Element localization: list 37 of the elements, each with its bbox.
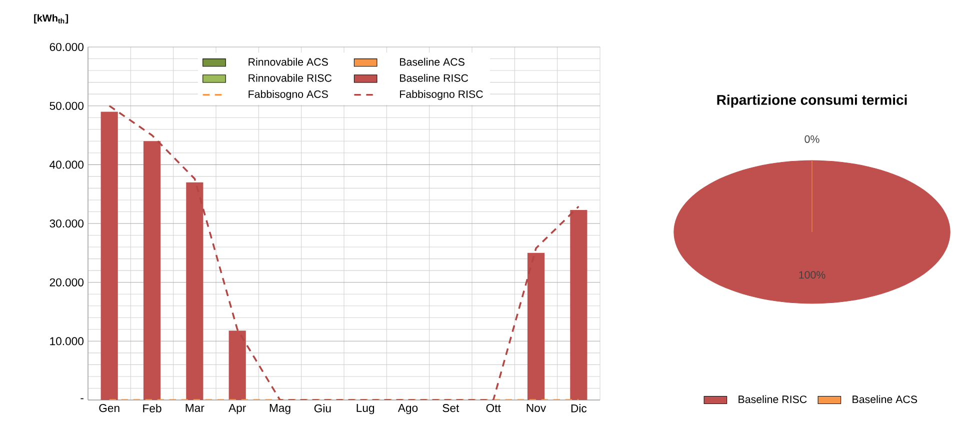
x-tick-label: Gen <box>99 404 120 412</box>
y-tick-label: 60.000 <box>50 43 84 52</box>
x-tick-label: Set <box>442 404 460 412</box>
bar <box>100 112 118 400</box>
y-tick-label: 30.000 <box>50 220 84 228</box>
legend-label: Baseline ACS <box>852 395 918 404</box>
legend-label: Fabbisogno RISC <box>400 90 483 100</box>
x-tick-label: Feb <box>143 404 162 412</box>
x-tick-label: Ott <box>486 404 501 412</box>
legend-label: Rinnovabile RISC <box>248 74 332 82</box>
x-tick-label: Nov <box>526 404 546 412</box>
bar <box>143 141 161 400</box>
bar <box>570 210 588 400</box>
bar <box>527 252 545 400</box>
text: 0% <box>804 135 820 143</box>
y-tick-label: 50.000 <box>50 102 84 110</box>
legend-label: Fabbisogno ACS <box>248 90 328 100</box>
y-tick-label: 10.000 <box>50 337 84 346</box>
legend-label: Rinnovabile ACS <box>248 58 328 66</box>
x-tick-label: Mar <box>186 404 204 412</box>
bar <box>186 182 204 400</box>
bar <box>228 330 246 400</box>
y-tick-label: 40.000 <box>50 160 84 169</box>
legend-label: Baseline ACS <box>400 58 464 66</box>
y-axis-title: [kWh$_{th}$] <box>34 14 68 24</box>
y-tick-label: 20.000 <box>50 278 84 286</box>
x-tick-label: Giu <box>314 404 331 412</box>
x-tick-label: Lug <box>356 404 374 414</box>
x-tick-label: Mag <box>270 404 290 414</box>
legend-label: Baseline RISC <box>400 74 468 82</box>
legend-label: Baseline RISC <box>738 395 807 404</box>
x-tick-label: Apr <box>228 404 246 414</box>
x-tick-label: Dic <box>571 404 587 412</box>
chart-title: Ripartizione consumi termici <box>717 94 907 108</box>
data-label: 100% <box>799 271 826 279</box>
x-tick-label: Ago <box>398 404 418 414</box>
y-tick-label: - <box>80 398 84 400</box>
